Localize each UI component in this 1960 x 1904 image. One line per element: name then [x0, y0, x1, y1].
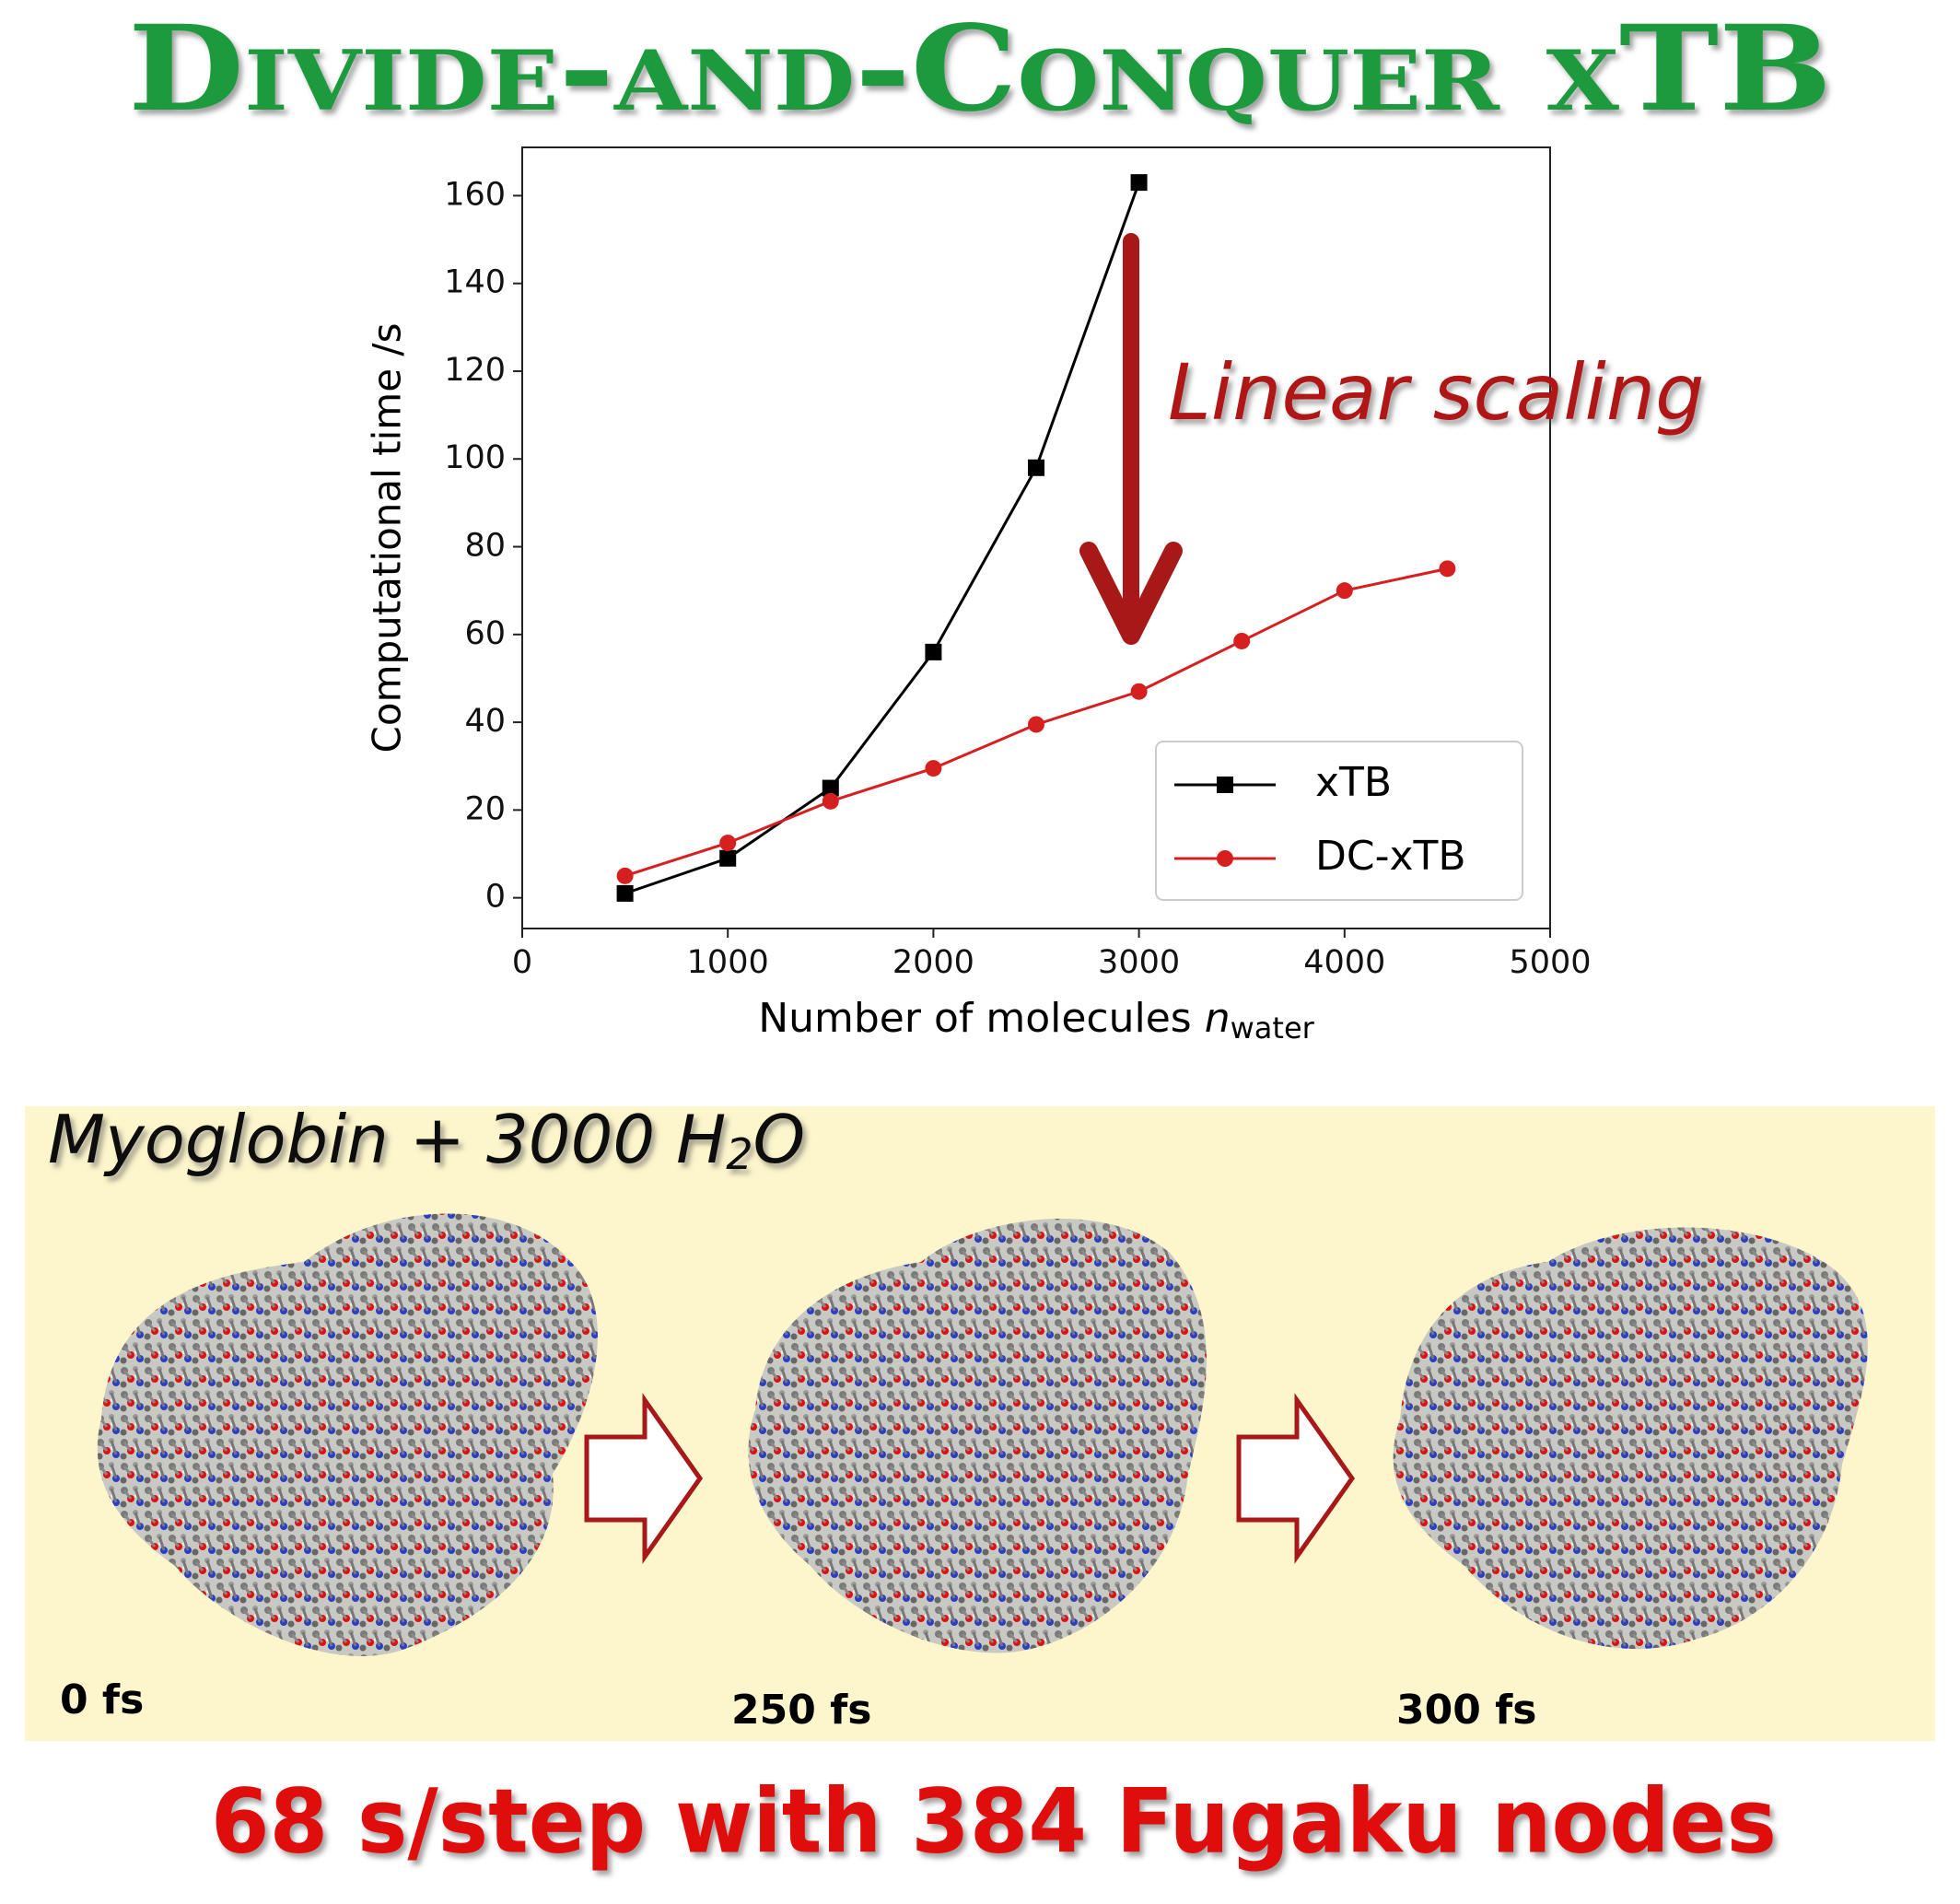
legend-marker	[1217, 850, 1233, 867]
molecule-300fs	[1393, 1227, 1868, 1650]
series-line	[624, 181, 1141, 895]
frame-label: 0 fs	[60, 1676, 144, 1723]
legend-box	[1155, 741, 1523, 901]
y-tick-label: 60	[464, 615, 506, 652]
y-tick-label: 160	[444, 176, 506, 213]
panel-label: Myoglobin + 3000 H2O	[48, 1101, 805, 1179]
y-tick-label: 140	[444, 264, 506, 301]
legend-label: DC-xTB	[1315, 833, 1466, 880]
marker	[719, 835, 737, 852]
x-tick-label: 5000	[1509, 944, 1591, 981]
x-tick-label: 1000	[687, 944, 769, 981]
marker	[616, 884, 634, 902]
molecule-0fs	[97, 1213, 598, 1656]
y-tick-label: 120	[444, 352, 506, 389]
y-tick-label: 100	[444, 439, 506, 476]
legend-label: xTB	[1315, 759, 1392, 806]
panel-label-subscript: 2	[726, 1129, 752, 1179]
marker	[925, 643, 942, 660]
x-label-symbol: n	[1205, 995, 1231, 1042]
marker	[1439, 560, 1456, 578]
marker	[1028, 716, 1044, 733]
marker	[616, 867, 634, 884]
x-label-main: Number of molecules	[758, 995, 1192, 1042]
marker	[1130, 174, 1148, 192]
molecule-snapshots	[97, 1213, 1868, 1656]
annotation: Linear scaling	[1168, 347, 1704, 438]
x-tick-label: 2000	[892, 944, 974, 981]
marker	[1130, 683, 1148, 700]
time-arrows	[584, 1393, 1356, 1564]
x-tick-label: 0	[512, 944, 532, 981]
marker	[925, 760, 942, 777]
panel-label-tail: O	[753, 1101, 806, 1178]
marker	[822, 779, 839, 797]
panel-label-main: Myoglobin + 3000 H	[48, 1101, 726, 1178]
legend-marker	[1217, 777, 1233, 793]
frame-label: 300 fs	[1396, 1687, 1537, 1734]
y-tick-label: 0	[485, 879, 506, 916]
marker	[822, 792, 839, 810]
molecule-250fs	[748, 1218, 1207, 1653]
x-label-subscript: water	[1231, 1010, 1315, 1045]
frame-label: 250 fs	[731, 1687, 872, 1734]
marker	[719, 849, 737, 867]
y-axis-label: Computational time /s	[365, 323, 410, 753]
footer: 68 s/step with 384 Fugaku nodes	[211, 1770, 1777, 1873]
x-axis-label: Number of molecules nwater	[758, 995, 1314, 1045]
title: Divide-and-Conquer xTB	[128, 0, 1832, 138]
marker	[1028, 459, 1044, 476]
y-tick-label: 20	[464, 790, 506, 827]
chart: Computational time /s Number of molecule…	[365, 146, 1704, 1045]
marker	[1233, 632, 1251, 649]
x-tick-label: 3000	[1098, 944, 1180, 981]
y-tick-label: 80	[464, 528, 506, 565]
y-tick-label: 40	[464, 703, 506, 740]
marker	[1336, 582, 1353, 600]
down-arrow	[1079, 233, 1183, 645]
x-tick-label: 4000	[1303, 944, 1385, 981]
